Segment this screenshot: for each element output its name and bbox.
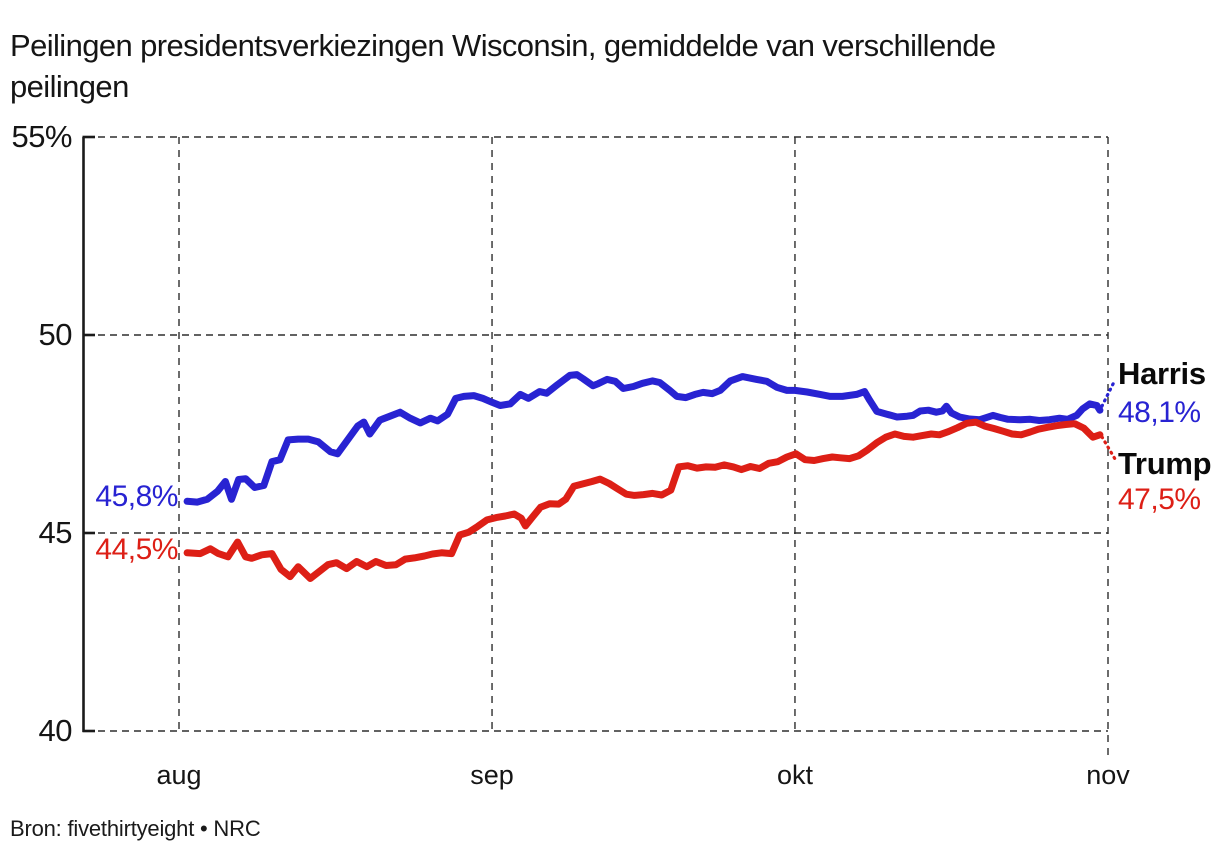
trump-end-value-label: 47,5% — [1118, 483, 1201, 516]
harris-trend-line — [183, 371, 1104, 506]
harris-end-value-label: 48,1% — [1118, 396, 1201, 429]
y-axis-tick-label: 40 — [38, 713, 73, 748]
y-axis-tick-label: 50 — [38, 317, 73, 352]
chart-title-line1: Peilingen presidentsverkiezingen Wiscons… — [10, 27, 996, 63]
trump-start-value-label: 44,5% — [95, 533, 178, 566]
harris-series-label: Harris — [1118, 356, 1206, 391]
trump-series-label: Trump — [1118, 446, 1212, 481]
y-axis-tick-label: 55% — [11, 119, 72, 154]
trump-trend-line — [183, 418, 1104, 582]
chart-title-line2: peilingen — [10, 68, 129, 104]
x-axis-tick-label: okt — [776, 760, 813, 790]
source-credit: Bron: fivethirtyeight • NRC — [10, 816, 261, 841]
y-axis-tick-label: 45 — [38, 515, 73, 550]
chart-title: Peilingen presidentsverkiezingen Wiscons… — [10, 25, 996, 107]
x-axis-tick-label: nov — [1086, 760, 1130, 790]
x-axis-tick-label: aug — [156, 760, 202, 790]
trump-label-leader — [1100, 435, 1117, 461]
harris-start-value-label: 45,8% — [95, 480, 178, 513]
harris-label-leader — [1100, 378, 1117, 408]
x-axis-tick-label: sep — [470, 760, 514, 790]
